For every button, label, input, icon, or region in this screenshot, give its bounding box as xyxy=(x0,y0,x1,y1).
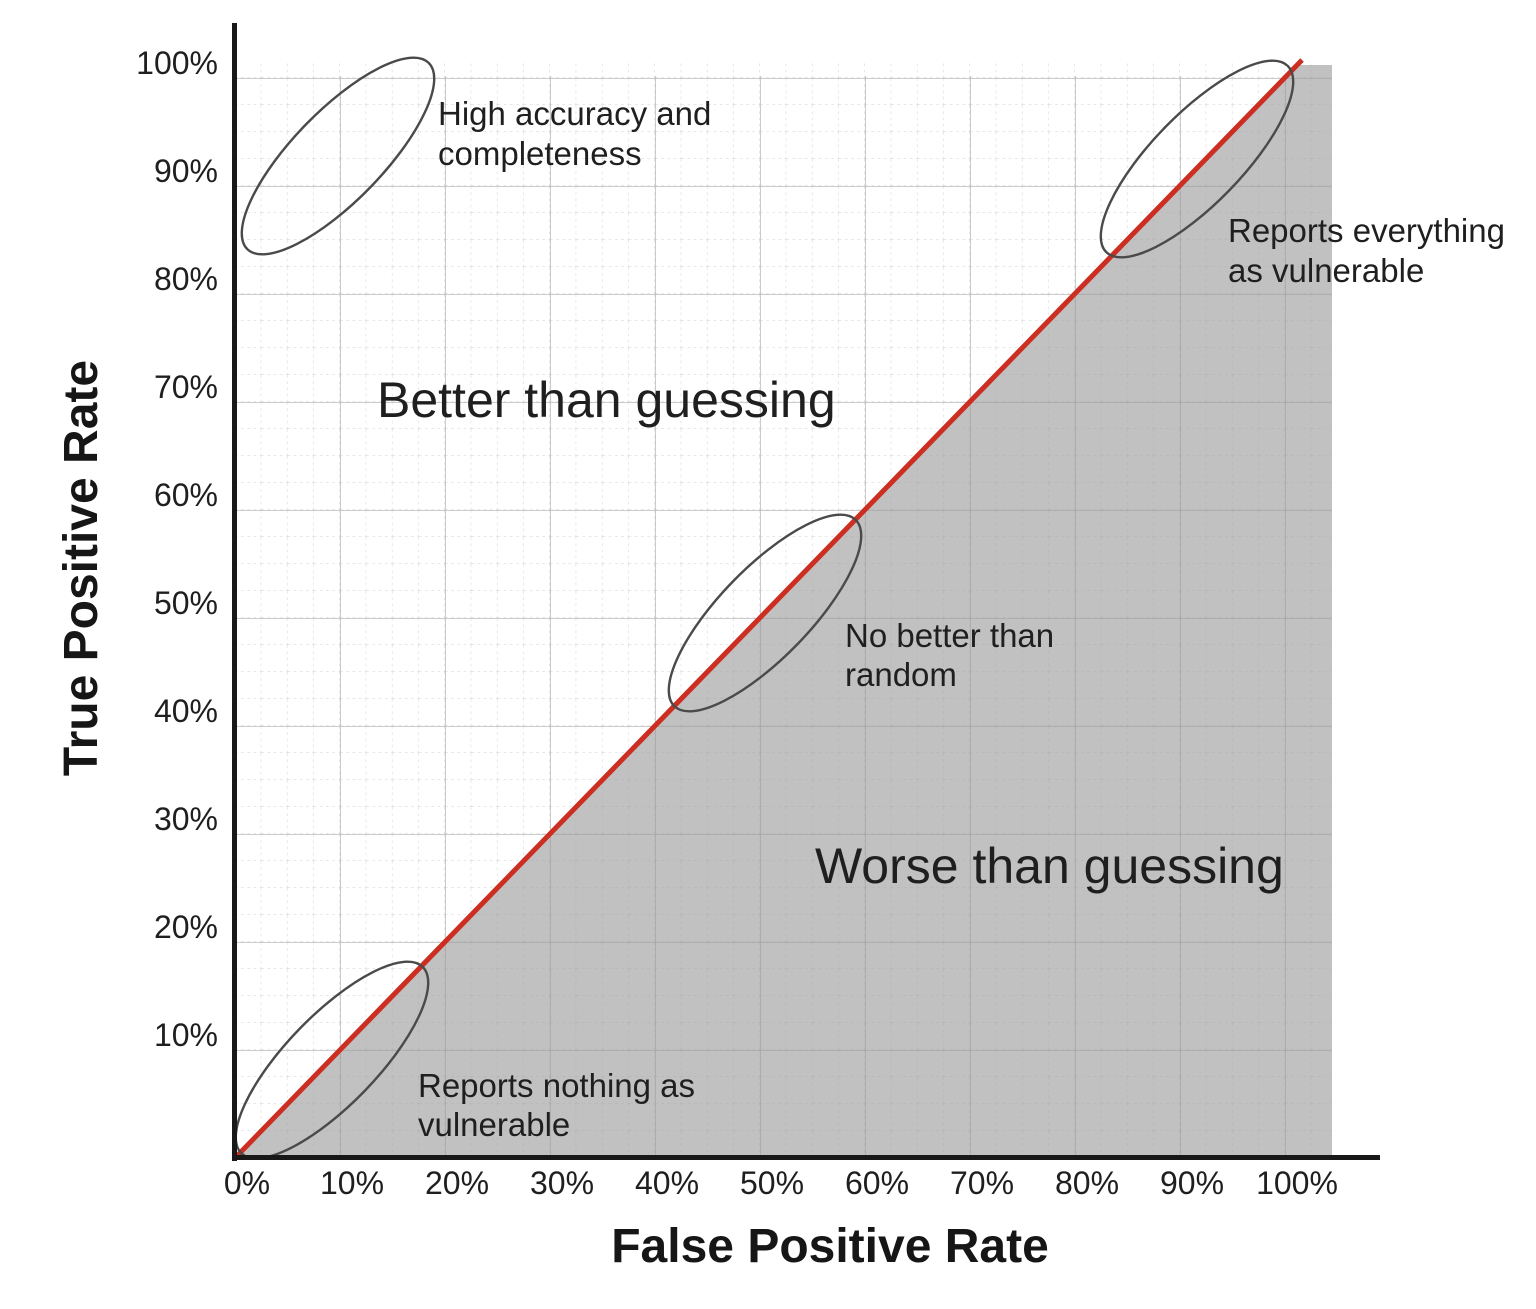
high-accuracy-label-line1: High accuracy and xyxy=(438,95,711,132)
ellipse-reports-everything xyxy=(1099,59,1295,259)
reports-everything-label-line1: Reports everything xyxy=(1228,212,1505,249)
x-tick: 20% xyxy=(425,1165,489,1201)
random-guess-diagonal-line xyxy=(233,58,1304,1160)
x-tick: 30% xyxy=(530,1165,594,1201)
x-tick: 70% xyxy=(950,1165,1014,1201)
no-better-than-random-label-line2: random xyxy=(845,656,957,693)
annotation-texts: High accuracy and completeness Reports e… xyxy=(418,95,1505,1143)
x-axis-line xyxy=(232,1155,1380,1160)
ellipse-annotations xyxy=(234,56,1295,1160)
y-axis-line xyxy=(232,23,237,1161)
ellipse-reports-nothing xyxy=(234,960,430,1160)
y-tick: 100% xyxy=(136,45,218,81)
x-tick-labels: 0% 10% 20% 30% 40% 50% 60% 70% 80% 90% 1… xyxy=(224,1165,1338,1201)
reports-nothing-label-line1: Reports nothing as xyxy=(418,1067,695,1104)
x-tick: 10% xyxy=(320,1165,384,1201)
ellipse-no-better-than-random xyxy=(667,513,863,713)
reports-nothing-label-line2: vulnerable xyxy=(418,1106,570,1143)
y-tick: 20% xyxy=(154,909,218,945)
x-tick: 90% xyxy=(1160,1165,1224,1201)
y-tick: 90% xyxy=(154,153,218,189)
x-tick: 40% xyxy=(635,1165,699,1201)
y-tick: 60% xyxy=(154,477,218,513)
y-tick: 70% xyxy=(154,369,218,405)
x-tick: 100% xyxy=(1256,1165,1338,1201)
reports-everything-label-line2: as vulnerable xyxy=(1228,252,1424,289)
x-tick: 60% xyxy=(845,1165,909,1201)
y-tick: 50% xyxy=(154,585,218,621)
y-tick: 10% xyxy=(154,1017,218,1053)
y-tick-labels: 100% 90% 80% 70% 60% 50% 40% 30% 20% 10% xyxy=(136,45,218,1053)
x-axis-title: False Positive Rate xyxy=(611,1220,1049,1273)
worse-than-guessing-label: Worse than guessing xyxy=(815,838,1284,894)
high-accuracy-label-line2: completeness xyxy=(438,135,642,172)
x-tick: 0% xyxy=(224,1165,270,1201)
better-than-guessing-label: Better than guessing xyxy=(377,372,836,428)
x-tick: 50% xyxy=(740,1165,804,1201)
y-tick: 30% xyxy=(154,801,218,837)
no-better-than-random-label-line1: No better than xyxy=(845,617,1054,654)
y-tick: 40% xyxy=(154,693,218,729)
y-axis-title: True Positive Rate xyxy=(55,360,108,776)
y-tick: 80% xyxy=(154,261,218,297)
ellipse-high-accuracy xyxy=(240,56,436,256)
worse-than-guessing-region-fill xyxy=(235,65,1332,1158)
x-tick: 80% xyxy=(1055,1165,1119,1201)
